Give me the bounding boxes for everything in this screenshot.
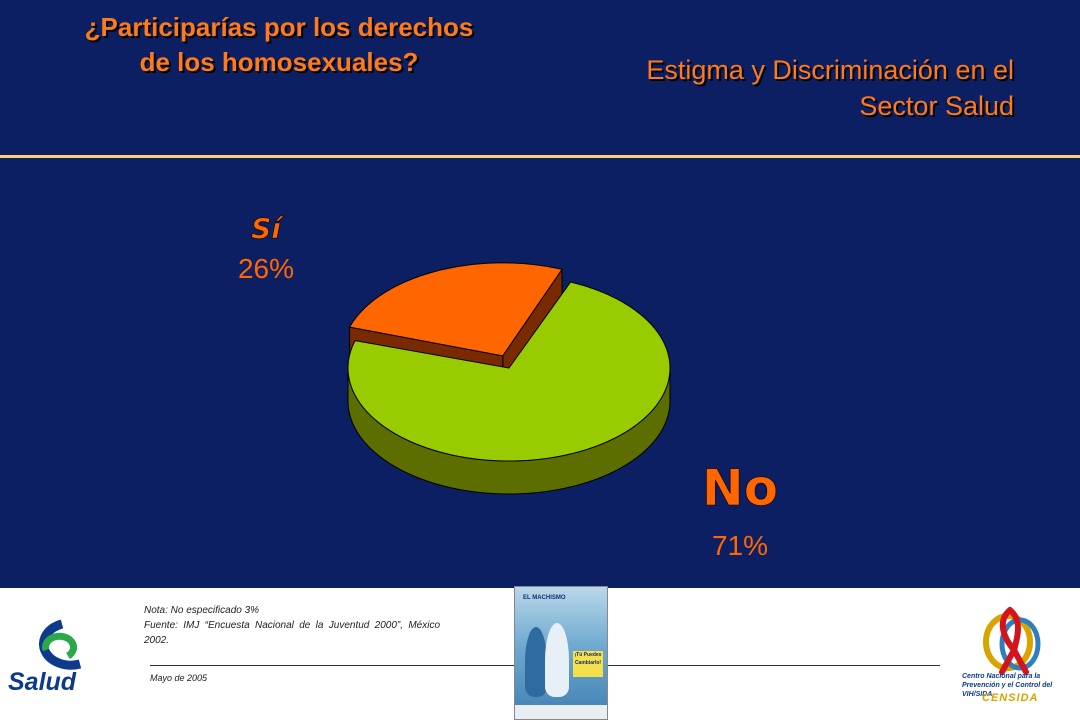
poster-badge: ¡Tú Puedes Cambiarlo! (573, 651, 603, 677)
campaign-poster: EL MACHISMO ¡Tú Puedes Cambiarlo! (514, 586, 608, 720)
pie-value-no: 71% (712, 530, 768, 561)
pie-value-s: 26% (238, 253, 294, 284)
poster-figure-icon (525, 627, 547, 697)
title-line-2: de los homosexuales? (139, 47, 419, 77)
title-line-1: ¿Participarías por los derechos (84, 12, 474, 42)
poster-figure-icon (545, 623, 569, 697)
subtitle-line-2: Sector Salud (859, 91, 1014, 121)
poster-headline: EL MACHISMO (523, 595, 566, 601)
pie-label-no: No (702, 459, 778, 517)
subtitle-line-1: Estigma y Discriminación en el (646, 55, 1014, 85)
pie-chart: Sí 26% No 71% (238, 212, 778, 561)
footer-date: Mayo de 2005 (150, 673, 208, 683)
censida-ribbon-icon (983, 607, 1041, 675)
header-divider (0, 155, 1080, 158)
footnote-source: Fuente: IMJ “Encuesta Nacional de la Juv… (144, 620, 440, 646)
footnote: Nota: No especificado 3% Fuente: IMJ “En… (144, 603, 440, 648)
slide-subtitle: Estigma y Discriminación en el Sector Sa… (554, 52, 1014, 124)
censida-description: Centro Nacional para la Prevención y el … (962, 673, 1053, 698)
pie-slice-s (348, 262, 563, 357)
pie-slice-no (347, 281, 671, 462)
censida-name: CENSIDA (982, 692, 1039, 704)
footnote-note: Nota: No especificado 3% (144, 605, 260, 616)
poster-footer-strip (515, 705, 607, 719)
salud-logo-text: Salud (8, 668, 77, 696)
pie-label-s: Sí (251, 212, 285, 245)
slide-title: ¿Participarías por los derechos de los h… (24, 10, 534, 80)
salud-logo-icon (39, 619, 82, 670)
